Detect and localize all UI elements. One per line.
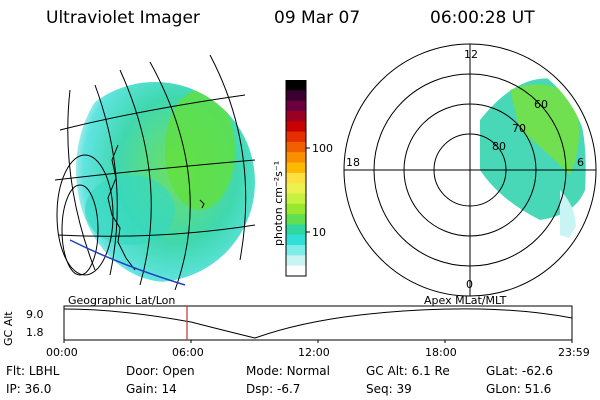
status-glon-value: 51.6: [524, 382, 552, 396]
status-ip: IP: 36.0: [6, 382, 52, 396]
status-gain: Gain: 14: [126, 382, 177, 396]
colorbar-tick-label-100: 100: [312, 142, 333, 155]
timeline-frame: [63, 305, 573, 341]
colorbar-cell: [286, 100, 306, 112]
colorbar-cell: [286, 172, 306, 184]
geo-grid: [54, 54, 256, 291]
status-glat: GLat: -62.6: [486, 364, 553, 378]
image-time: 06:00:28 UT: [430, 8, 535, 28]
polar-lat-80: 80: [492, 140, 506, 153]
time-tick-0600: 06:00: [172, 346, 204, 359]
colorbar-cell: [286, 162, 306, 174]
timeline-left-caption: Geographic Lat/Lon: [68, 294, 176, 307]
colorbar: [285, 80, 310, 277]
colorbar-cell: [286, 193, 306, 205]
status-seq-value: 39: [396, 382, 412, 396]
status-glon: GLon: 51.6: [486, 382, 552, 396]
status-flt: Flt: LBHL: [6, 364, 60, 378]
colorbar-cell: [286, 141, 306, 153]
status-door: Door: Open: [126, 364, 195, 378]
polar-label-12: 12: [464, 48, 478, 61]
status-seq: Seq: 39: [366, 382, 412, 396]
status-gain-value: 14: [161, 382, 177, 396]
colorbar-cell: [286, 245, 306, 256]
polar-lat-60: 60: [534, 98, 548, 111]
colorbar-cells: [286, 80, 306, 277]
colorbar-cell: [286, 183, 306, 194]
status-dsp: Dsp: -6.7: [246, 382, 301, 396]
colorbar-cell: [286, 80, 306, 91]
time-tick-0000: 00:00: [46, 346, 78, 359]
status-dsp-value: -6.7: [276, 382, 301, 396]
status-mode: Mode: Normal: [246, 364, 330, 378]
geo-island: [199, 199, 205, 209]
orbit-track: [69, 239, 186, 286]
time-tick-1200: 12:00: [298, 346, 330, 359]
colorbar-tick-label-10: 10: [312, 226, 326, 239]
status-flt-value: LBHL: [28, 364, 60, 378]
geo-coastline: [107, 144, 136, 271]
status-gcalt-value: 6.1 Re: [411, 364, 450, 378]
status-mode-value: Normal: [286, 364, 330, 378]
colorbar-cell: [286, 203, 306, 215]
colorbar-cell: [286, 131, 306, 143]
timeline-ymin: 1.8: [26, 326, 44, 339]
geo-emission-disk: [55, 82, 255, 282]
colorbar-frame: [285, 80, 307, 277]
polar-label-6: 6: [577, 156, 584, 169]
status-door-value: Open: [162, 364, 195, 378]
colorbar-cell: [286, 152, 306, 164]
polar-lat-70: 70: [512, 122, 526, 135]
colorbar-cell: [286, 255, 306, 267]
time-tick-1800: 18:00: [425, 346, 457, 359]
colorbar-cell: [286, 265, 306, 277]
image-date: 09 Mar 07: [274, 8, 361, 28]
timeline-ticks: [63, 340, 573, 343]
time-tick-2359: 23:59: [558, 346, 590, 359]
polar-label-0: 0: [466, 278, 473, 291]
timeline-right-caption: Apex MLat/MLT: [424, 294, 507, 307]
status-glat-value: -62.6: [521, 364, 553, 378]
status-gcalt: GC Alt: 6.1 Re: [366, 364, 450, 378]
altitude-curve: [63, 308, 573, 339]
colorbar-cell: [286, 214, 306, 225]
colorbar-cell: [286, 121, 306, 133]
timeline-ymax: 9.0: [26, 308, 44, 321]
colorbar-cell: [286, 110, 306, 122]
instrument-title: Ultraviolet Imager: [46, 8, 200, 28]
polar-label-18: 18: [346, 156, 360, 169]
polar-grid: [343, 43, 597, 297]
colorbar-cell: [286, 90, 306, 102]
colorbar-cell: [286, 224, 306, 236]
status-ip-value: 36.0: [24, 382, 52, 396]
colorbar-cell: [286, 234, 306, 246]
